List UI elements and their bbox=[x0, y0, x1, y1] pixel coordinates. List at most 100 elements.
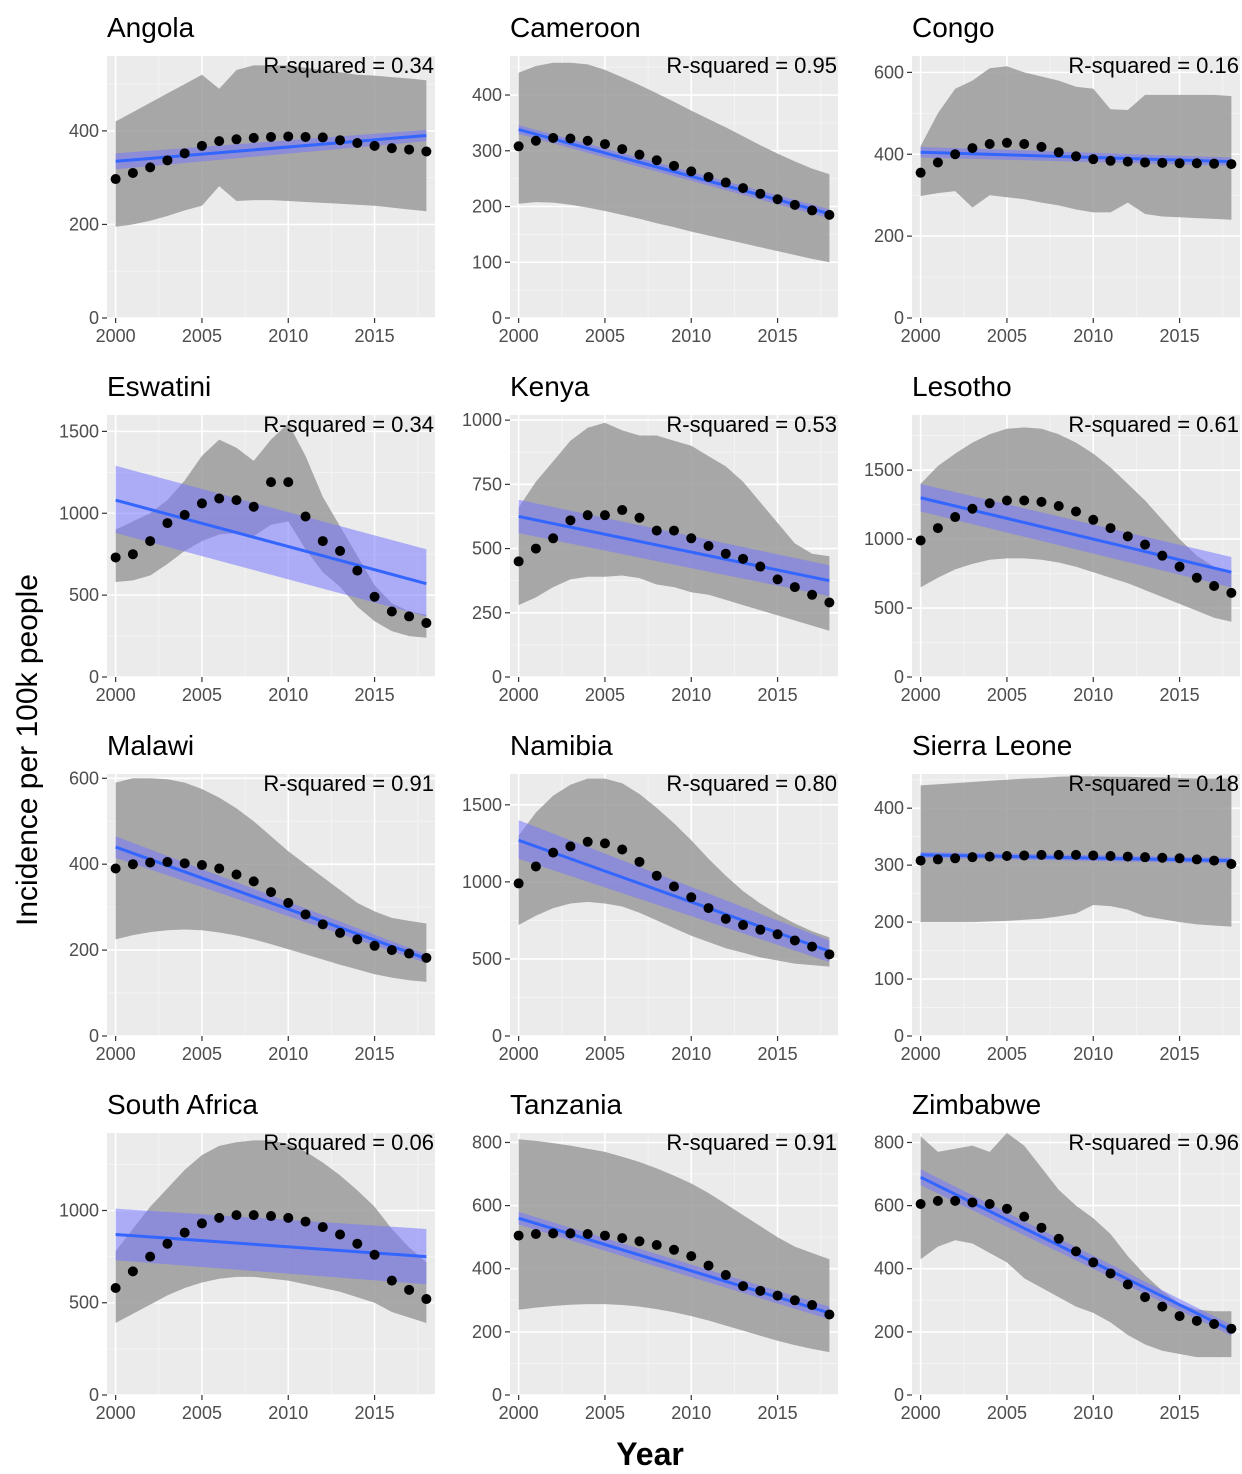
data-point bbox=[248, 501, 259, 512]
data-point bbox=[807, 1300, 818, 1311]
data-point bbox=[738, 553, 749, 564]
data-point bbox=[772, 929, 783, 940]
y-tick-label: 300 bbox=[472, 141, 502, 161]
x-tick-label: 2000 bbox=[901, 1044, 941, 1064]
panel-title: Kenya bbox=[510, 371, 590, 402]
y-tick-label: 0 bbox=[492, 1026, 502, 1046]
y-tick-label: 500 bbox=[472, 949, 502, 969]
data-point bbox=[1226, 1323, 1237, 1334]
data-point bbox=[789, 199, 800, 210]
data-point bbox=[1019, 495, 1030, 506]
data-point bbox=[1088, 154, 1099, 165]
data-point bbox=[283, 131, 294, 142]
data-point bbox=[950, 149, 961, 160]
y-tick-label: 100 bbox=[472, 252, 502, 272]
data-point bbox=[1001, 137, 1012, 148]
x-axis-title: Year bbox=[616, 1436, 684, 1472]
x-tick-label: 2000 bbox=[96, 685, 136, 705]
data-point bbox=[335, 135, 346, 146]
data-point bbox=[513, 1230, 524, 1241]
y-tick-label: 200 bbox=[69, 940, 99, 960]
y-tick-label: 0 bbox=[894, 1385, 904, 1405]
data-point bbox=[599, 1230, 610, 1241]
data-point bbox=[686, 892, 697, 903]
data-point bbox=[162, 857, 173, 868]
panel-congo: Congo R-squared = 0.16 0 200 400 600 2000 2005 2… bbox=[874, 12, 1240, 346]
x-tick-label: 2015 bbox=[355, 1044, 395, 1064]
y-tick-label: 500 bbox=[472, 539, 502, 559]
y-tick-label: 0 bbox=[894, 1026, 904, 1046]
data-point bbox=[772, 194, 783, 205]
panel-eswatini: Eswatini R-squared = 0.34 0 500 1000 1500 2000… bbox=[59, 371, 435, 705]
panel-title: Zimbabwe bbox=[912, 1089, 1041, 1120]
data-point bbox=[651, 525, 662, 536]
x-tick-label: 2010 bbox=[671, 1044, 711, 1064]
data-point bbox=[1140, 1292, 1151, 1303]
data-point bbox=[196, 140, 207, 151]
y-tick-label: 200 bbox=[69, 214, 99, 234]
data-point bbox=[789, 582, 800, 593]
data-point bbox=[915, 1199, 926, 1210]
x-tick-label: 2000 bbox=[499, 326, 539, 346]
data-point bbox=[1088, 1257, 1099, 1268]
x-tick-label: 2015 bbox=[1160, 1403, 1200, 1423]
panel-title: Angola bbox=[107, 12, 195, 43]
data-point bbox=[1088, 514, 1099, 525]
data-point bbox=[824, 597, 835, 608]
data-point bbox=[1019, 850, 1030, 861]
panel-angola: Angola R-squared = 0.34 0 200 400 2000 2005 201… bbox=[69, 12, 435, 346]
data-point bbox=[984, 1199, 995, 1210]
data-point bbox=[565, 515, 576, 526]
panel-title: Cameroon bbox=[510, 12, 641, 43]
x-tick-label: 2010 bbox=[1073, 685, 1113, 705]
data-point bbox=[738, 1281, 749, 1292]
data-point bbox=[1140, 539, 1151, 550]
y-tick-label: 800 bbox=[472, 1132, 502, 1152]
x-tick-label: 2015 bbox=[1160, 326, 1200, 346]
data-point bbox=[352, 934, 363, 945]
y-tick-label: 400 bbox=[874, 1259, 904, 1279]
data-point bbox=[932, 157, 943, 168]
data-point bbox=[386, 143, 397, 154]
data-point bbox=[231, 869, 242, 880]
y-tick-label: 100 bbox=[874, 969, 904, 989]
panel-title: Namibia bbox=[510, 730, 613, 761]
y-tick-label: 750 bbox=[472, 474, 502, 494]
data-point bbox=[335, 1229, 346, 1240]
data-point bbox=[669, 1244, 679, 1255]
data-point bbox=[127, 1266, 138, 1277]
data-point bbox=[703, 903, 714, 914]
data-point bbox=[1036, 496, 1047, 507]
r-squared-label: R-squared = 0.18 bbox=[1068, 771, 1239, 796]
data-point bbox=[317, 919, 328, 930]
data-point bbox=[789, 1295, 800, 1306]
r-squared-label: R-squared = 0.91 bbox=[263, 771, 434, 796]
data-point bbox=[582, 1229, 593, 1240]
y-tick-label: 1000 bbox=[59, 503, 99, 523]
r-squared-label: R-squared = 0.06 bbox=[263, 1130, 434, 1155]
data-point bbox=[162, 518, 173, 529]
data-point bbox=[1209, 855, 1220, 866]
x-tick-label: 2015 bbox=[1160, 1044, 1200, 1064]
x-tick-label: 2010 bbox=[1073, 1044, 1113, 1064]
panel-cameroon: Cameroon R-squared = 0.95 0 100 200 300 400 200… bbox=[472, 12, 838, 346]
data-point bbox=[1036, 849, 1047, 860]
data-point bbox=[1191, 158, 1202, 169]
data-point bbox=[1019, 139, 1030, 150]
data-point bbox=[720, 913, 731, 924]
data-point bbox=[915, 855, 926, 866]
panel-lesotho: Lesotho R-squared = 0.61 0 500 1000 1500 2000 2… bbox=[864, 371, 1240, 705]
data-point bbox=[686, 1251, 697, 1262]
y-tick-label: 400 bbox=[69, 854, 99, 874]
x-tick-label: 2010 bbox=[1073, 1403, 1113, 1423]
data-point bbox=[1226, 159, 1237, 170]
r-squared-label: R-squared = 0.34 bbox=[263, 53, 434, 78]
data-point bbox=[1157, 157, 1168, 168]
x-tick-label: 2005 bbox=[585, 685, 625, 705]
x-tick-label: 2005 bbox=[182, 1044, 222, 1064]
data-point bbox=[634, 512, 645, 523]
data-point bbox=[231, 495, 242, 506]
x-tick-label: 2000 bbox=[901, 326, 941, 346]
data-point bbox=[1191, 1315, 1202, 1326]
data-point bbox=[530, 543, 541, 554]
